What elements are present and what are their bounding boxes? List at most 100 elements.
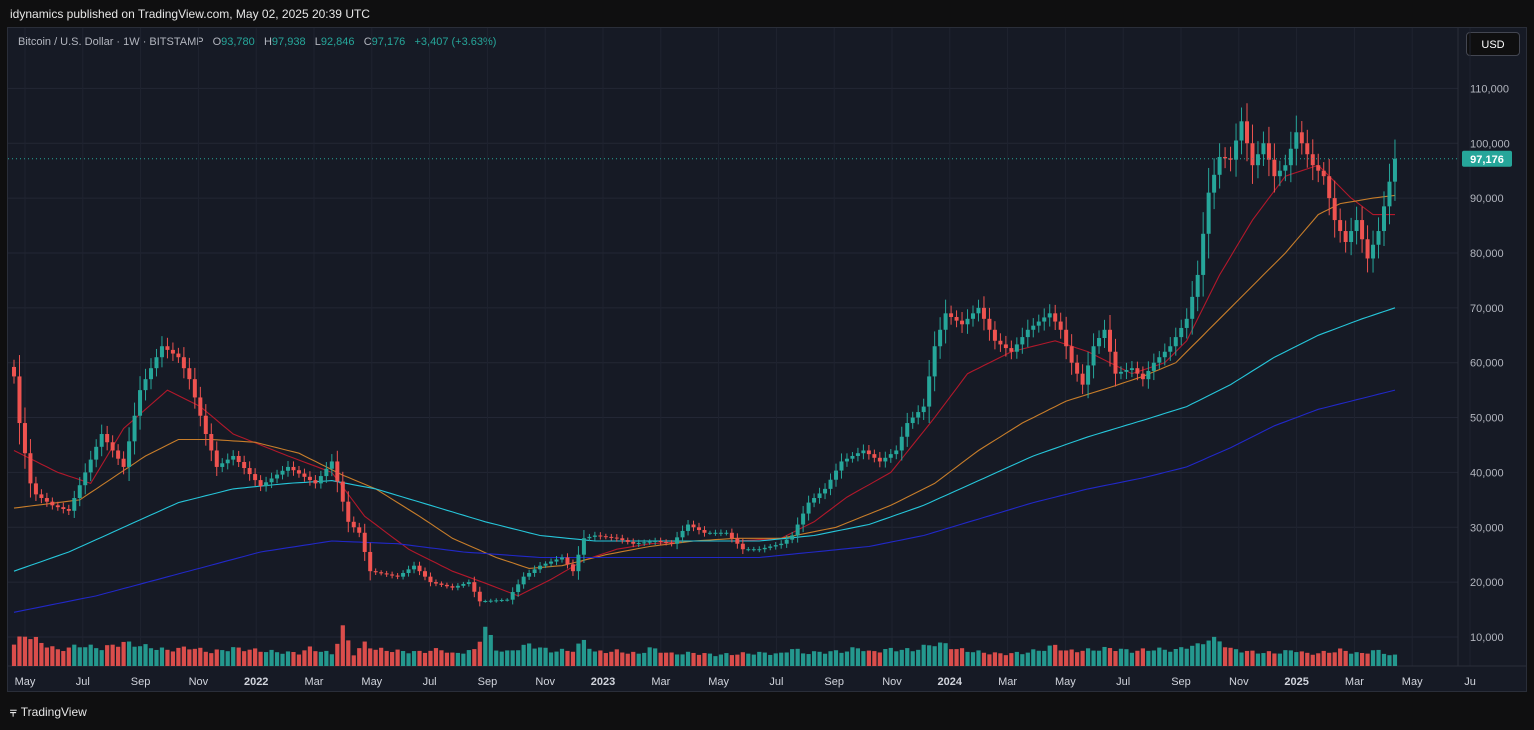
candle-body — [916, 412, 921, 418]
candle-body — [702, 530, 707, 533]
candle-body — [724, 532, 729, 534]
candle-body — [960, 320, 965, 325]
volume-bar — [165, 649, 170, 666]
tradingview-logo-icon: ⫧ — [10, 705, 17, 719]
volume-bar — [806, 654, 811, 666]
volume-bar — [916, 649, 921, 666]
volume-bar — [99, 650, 104, 666]
volume-bar — [1206, 640, 1211, 666]
volume-bar — [209, 653, 214, 666]
volume-bar — [1299, 651, 1304, 666]
y-tick-label: 10,000 — [1470, 632, 1504, 644]
volume-bar — [1305, 652, 1310, 666]
volume-bar — [746, 653, 751, 666]
volume-bar — [855, 648, 861, 666]
volume-bar — [1096, 650, 1102, 666]
volume-bar — [439, 650, 444, 666]
candle-body — [1228, 158, 1233, 160]
candle-body — [296, 470, 301, 474]
candle-body — [565, 557, 570, 565]
currency-button[interactable]: USD — [1466, 32, 1520, 56]
candle-body — [423, 571, 427, 577]
candle-body — [390, 574, 395, 576]
volume-bar — [970, 652, 976, 666]
candle-body — [675, 537, 680, 544]
volume-bar — [1168, 651, 1173, 666]
candle-body — [625, 540, 630, 542]
volume-bar — [548, 652, 554, 666]
candle-body — [691, 524, 696, 528]
candle-body — [401, 572, 406, 577]
volume-bar — [105, 645, 110, 666]
candle-body — [1217, 156, 1222, 175]
volume-bar — [729, 655, 734, 666]
candle-body — [428, 576, 433, 583]
volume-bar — [1069, 649, 1074, 666]
candle-body — [1047, 313, 1052, 318]
volume-bar — [565, 650, 570, 666]
volume-bar — [751, 654, 756, 666]
candle-body — [570, 564, 575, 572]
volume-bar — [1085, 648, 1091, 666]
candle-body — [1272, 159, 1277, 177]
volume-bar — [850, 647, 855, 666]
candle-body — [1190, 296, 1195, 319]
candle-body — [669, 542, 674, 544]
x-tick-label: Jul — [769, 676, 783, 688]
candle-body — [751, 549, 756, 551]
candle-body — [395, 575, 400, 577]
candle-body — [971, 313, 975, 319]
legend-close: 97,176 — [371, 36, 406, 48]
candle-body — [899, 436, 904, 451]
candle-body — [165, 346, 170, 350]
candle-body — [1321, 170, 1326, 177]
candle-body — [1014, 344, 1019, 352]
volume-bar — [1102, 646, 1107, 666]
volume-bar — [1075, 652, 1080, 666]
x-tick-label: Jul — [1116, 676, 1130, 688]
volume-bar — [494, 650, 499, 666]
volume-bar — [592, 651, 597, 666]
volume-bar — [1058, 650, 1063, 666]
volume-bar — [537, 647, 543, 666]
candle-body — [1387, 181, 1392, 207]
candle-body — [850, 455, 855, 459]
candle-body — [740, 543, 745, 550]
volume-bar — [455, 652, 460, 666]
volume-bar — [1157, 647, 1162, 666]
volume-bar — [1053, 644, 1058, 666]
candle-body — [1157, 357, 1162, 363]
candle-body — [1212, 174, 1217, 193]
volume-bar — [187, 649, 192, 666]
candle-body — [1349, 231, 1354, 243]
candle-body — [1223, 156, 1228, 159]
footer-brand-text: TradingView — [20, 705, 87, 719]
candle-body — [1053, 313, 1058, 322]
volume-bar — [450, 652, 455, 666]
candle-body — [861, 450, 866, 454]
y-tick-label: 110,000 — [1470, 83, 1509, 95]
candle-body — [444, 584, 449, 587]
volume-bar — [954, 649, 959, 666]
candle-body — [439, 583, 444, 585]
x-tick-label: Mar — [305, 676, 324, 688]
candle-body — [1118, 371, 1123, 374]
candle-body — [357, 527, 362, 533]
volume-bar — [33, 636, 39, 666]
candle-body — [905, 423, 910, 437]
candle-body — [33, 483, 38, 495]
volume-bar — [72, 644, 77, 666]
chart-panel — [7, 27, 1527, 692]
y-tick-label: 100,000 — [1470, 138, 1510, 150]
volume-bar — [384, 650, 389, 666]
volume-bar — [417, 650, 422, 666]
volume-bar — [50, 646, 55, 666]
volume-bar — [1184, 648, 1189, 666]
candle-body — [170, 349, 175, 354]
candle-body — [127, 441, 132, 467]
candle-body — [1201, 233, 1206, 275]
volume-bar — [88, 644, 93, 666]
volume-bar — [1222, 647, 1228, 666]
candle-body — [302, 473, 307, 477]
